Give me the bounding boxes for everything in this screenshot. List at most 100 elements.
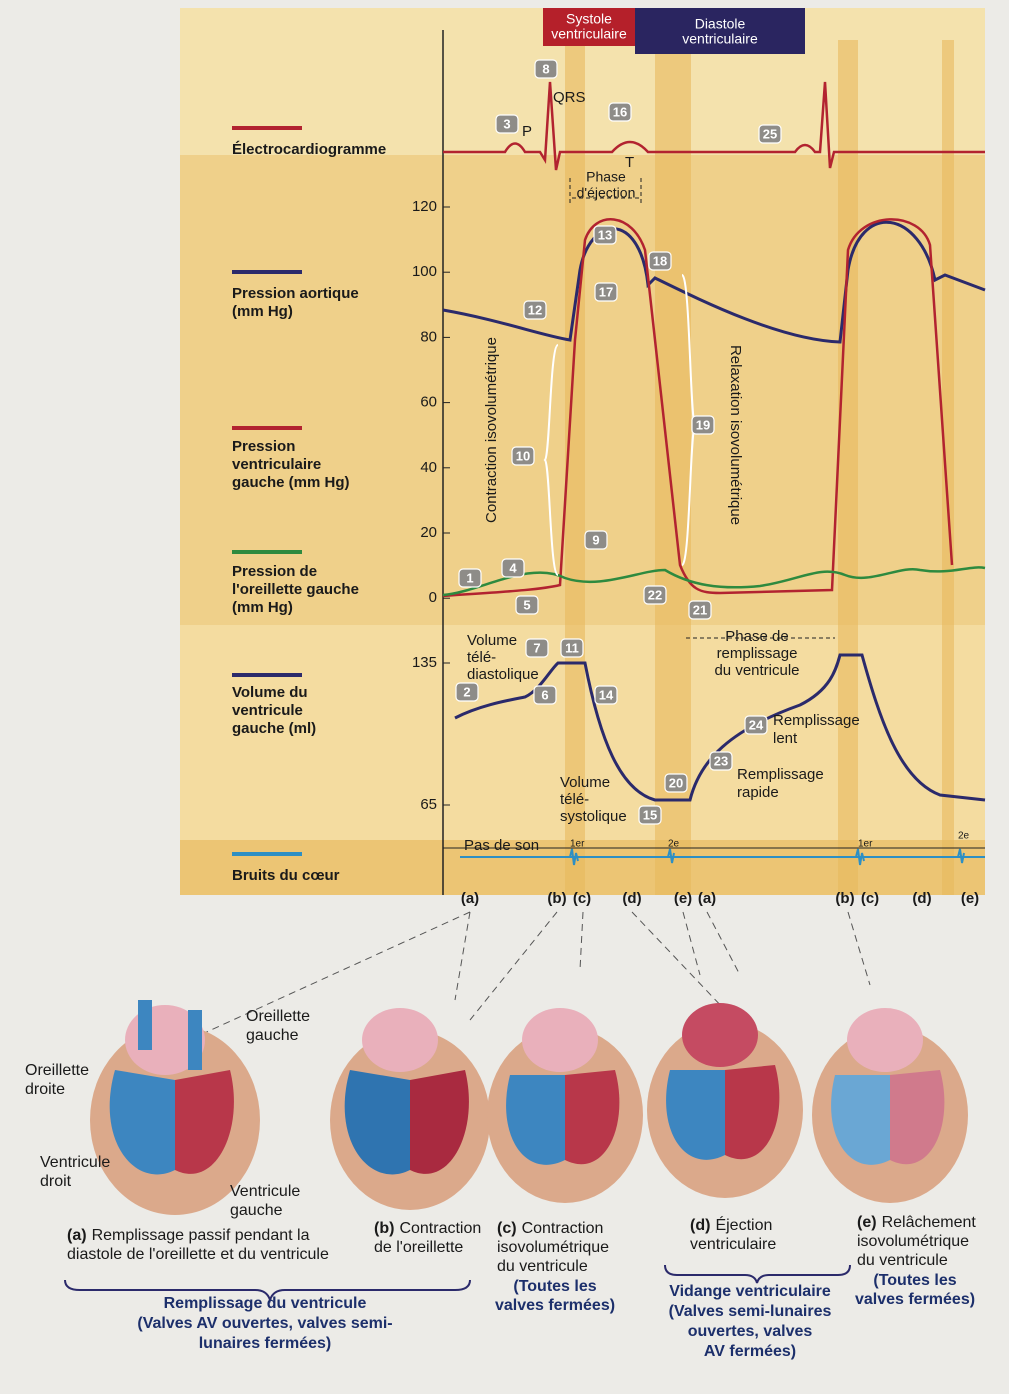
y-tick-label: 120: [412, 198, 437, 215]
filling-phase-label: Phase de: [725, 628, 788, 645]
y-tick-label: 135: [412, 654, 437, 671]
step-marker: 15: [639, 806, 661, 824]
step-marker: 2: [456, 683, 478, 701]
group-caption: Vidange ventriculaire: [669, 1283, 831, 1300]
sound-label: 1er: [570, 839, 585, 850]
step-marker: 7: [526, 639, 548, 657]
step-marker: 4: [502, 559, 524, 577]
marker-number: 17: [599, 284, 613, 299]
marker-number: 15: [643, 807, 657, 822]
ecg-label: QRS: [553, 89, 586, 106]
y-tick-label: 60: [420, 394, 437, 411]
heart-label: Ventricule: [230, 1183, 300, 1200]
marker-number: 16: [613, 104, 627, 119]
edv-label: télé-: [467, 649, 496, 666]
slow-filling-label: Remplissage: [773, 712, 860, 729]
row-label: Bruits du cœur: [232, 867, 340, 884]
marker-number: 13: [598, 227, 612, 242]
step-marker: 24: [745, 716, 767, 734]
marker-number: 6: [541, 687, 548, 702]
phase-letter: (c): [573, 890, 591, 907]
caption-line: Éjection: [715, 1215, 772, 1234]
marker-number: 25: [763, 126, 777, 141]
sound-label: 2e: [958, 831, 970, 842]
row-label: Électrocardiogramme: [232, 141, 386, 158]
ecg-label: T: [625, 154, 634, 171]
step-marker: 21: [689, 601, 711, 619]
caption-line: du ventricule: [857, 1252, 948, 1269]
step-marker: 5: [516, 596, 538, 614]
caption-line: ventriculaire: [690, 1236, 776, 1253]
panel-letter: (e): [857, 1214, 877, 1231]
step-marker: 11: [561, 639, 583, 657]
esv-label: Volume: [560, 774, 610, 791]
heart-label: Oreillette: [246, 1008, 310, 1025]
esv-label: systolique: [560, 808, 627, 825]
marker-number: 18: [653, 253, 667, 268]
ejection-label: d'éjection: [577, 185, 636, 201]
row-label: Pression: [232, 438, 295, 455]
step-marker: 13: [594, 226, 616, 244]
diastole-label: ventriculaire: [682, 31, 758, 47]
phase-letter: (d): [912, 890, 931, 907]
marker-number: 20: [669, 775, 683, 790]
row-label: (mm Hg): [232, 599, 293, 616]
row-label: l'oreillette gauche: [232, 581, 359, 598]
y-tick-label: 80: [420, 328, 437, 345]
caption-line: Contraction: [522, 1220, 604, 1237]
sound-label: 2e: [668, 839, 680, 850]
panel-note: valves fermées): [495, 1297, 615, 1314]
y-tick-label: 65: [420, 796, 437, 813]
group-caption: (Valves semi-lunaires: [669, 1303, 832, 1320]
caption-line: de l'oreillette: [374, 1239, 463, 1256]
y-tick-label: 20: [420, 524, 437, 541]
caption-line: Relâchement: [882, 1214, 977, 1231]
marker-number: 23: [714, 753, 728, 768]
row-label: gauche (mm Hg): [232, 474, 350, 491]
heart-label: gauche: [230, 1202, 283, 1219]
row-label: ventriculaire: [232, 456, 321, 473]
group-caption: lunaires fermées): [199, 1335, 332, 1352]
panel-caption: (e) Relâchement: [857, 1214, 976, 1231]
edv-label: diastolique: [467, 666, 539, 683]
group-caption: Remplissage du ventricule: [164, 1295, 367, 1312]
caption-line: Contraction: [399, 1220, 481, 1237]
panel-letter: (a): [67, 1227, 87, 1244]
phase-letter: (d): [622, 890, 641, 907]
y-tick-label: 100: [412, 263, 437, 280]
marker-number: 21: [693, 602, 707, 617]
marker-number: 4: [509, 560, 517, 575]
marker-number: 8: [542, 61, 549, 76]
y-tick-label: 40: [420, 459, 437, 476]
edv-label: Volume: [467, 632, 517, 649]
marker-number: 2: [463, 684, 470, 699]
phase-letter: (a): [461, 890, 479, 907]
contraction-label: Contraction isovolumétrique: [483, 337, 500, 523]
ecg-label: P: [522, 123, 532, 140]
marker-number: 19: [696, 417, 710, 432]
panel-caption: (c)Contraction: [497, 1220, 603, 1237]
step-marker: 20: [665, 774, 687, 792]
rapid-filling-label: rapide: [737, 784, 779, 801]
caption-line: diastole de l'oreillette et du ventricul…: [67, 1246, 329, 1263]
systole-label: ventriculaire: [551, 26, 627, 42]
sound-label: 1er: [858, 839, 873, 850]
slow-filling-label: lent: [773, 730, 798, 747]
step-marker: 9: [585, 531, 607, 549]
panel-note: (Toutes les: [513, 1278, 596, 1295]
group-caption: AV fermées): [704, 1343, 796, 1360]
marker-number: 3: [503, 116, 510, 131]
row-label: Volume du: [232, 684, 308, 701]
panel-note: (Toutes les: [873, 1272, 956, 1289]
heart-label: droit: [40, 1173, 72, 1190]
step-marker: 25: [759, 125, 781, 143]
marker-number: 24: [749, 717, 764, 732]
panel-caption: (a)Remplissage passif pendant la: [67, 1227, 310, 1244]
phase-letter: (b): [547, 890, 566, 907]
step-marker: 10: [512, 447, 534, 465]
marker-number: 9: [592, 532, 599, 547]
phase-letter: (e): [961, 890, 979, 907]
caption-line: du ventricule: [497, 1258, 588, 1275]
marker-number: 14: [599, 687, 614, 702]
heart-label: Ventricule: [40, 1154, 110, 1171]
